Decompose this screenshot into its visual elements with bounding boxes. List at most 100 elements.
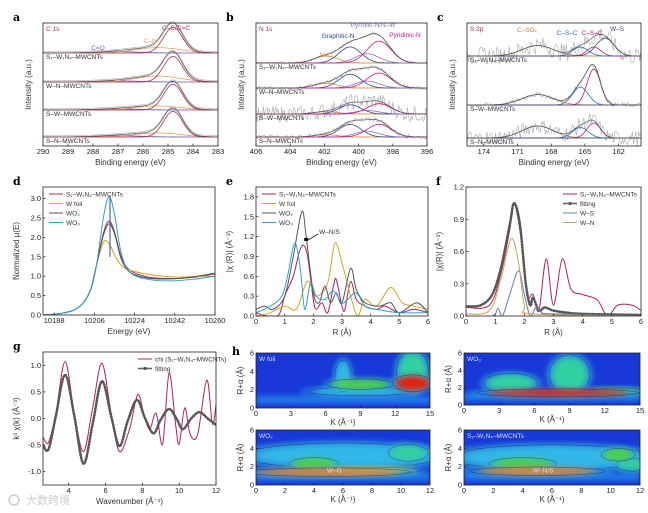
fit-marker <box>91 419 95 423</box>
fit-marker <box>508 221 512 225</box>
raw-spectrum <box>42 106 219 137</box>
y-tick-label: 3.0 <box>31 194 41 203</box>
fit-marker <box>509 218 512 222</box>
fit-marker <box>147 425 151 428</box>
x-tick-label: 2 <box>311 317 315 326</box>
fit-marker <box>107 403 111 407</box>
fit-marker <box>521 255 525 258</box>
fit-marker <box>51 431 54 434</box>
fit-marker <box>68 391 72 394</box>
fit-marker <box>71 409 75 412</box>
component-label: C–S–C <box>582 30 603 37</box>
fit-marker <box>53 419 57 422</box>
series-line <box>43 361 216 453</box>
fit-marker <box>102 383 106 386</box>
panel-f: S₁–W₁N₄–MWCNTs fitting W–S W–N 0 1 2 3 4 5 6 0.0 0.3… <box>435 175 643 337</box>
fit-marker <box>521 249 524 252</box>
sample-label: S–N–MWCNTs <box>46 138 90 145</box>
envelope-fit <box>42 107 219 138</box>
fit-marker <box>146 422 149 426</box>
fit-marker <box>534 303 538 306</box>
fit-marker <box>497 274 501 277</box>
fit-marker <box>122 435 125 438</box>
fit-marker <box>526 293 529 297</box>
fit-marker <box>523 270 526 273</box>
sample-label: S–W–MWCNTs <box>46 111 92 118</box>
x-tick-label: 4 <box>581 317 585 326</box>
raw-spectrum <box>466 113 642 147</box>
legend-label: WO₂ <box>66 211 80 218</box>
fit-marker <box>105 391 108 395</box>
fit-marker <box>498 271 502 275</box>
annotation-arrow <box>307 233 319 241</box>
panel-letter: g <box>13 340 21 353</box>
xps-trace: S–N–MWCNTs <box>42 106 219 145</box>
y-tick-label: 0 <box>458 481 462 490</box>
map-band <box>256 396 430 404</box>
y-axis-label: Normalized μ(E) <box>12 222 21 280</box>
component-label: Graphitic-N <box>322 33 355 40</box>
envelope-fit <box>466 63 641 106</box>
contour-line <box>256 467 413 477</box>
fit-marker <box>126 420 129 424</box>
fit-marker <box>496 280 499 283</box>
fit-marker <box>503 248 507 251</box>
x-tick-label: 288 <box>87 147 100 156</box>
panel-e: W–N/S S₁–W₁N₄–MWCNTs W foil WO₂ WO₃ 0 1 2 3 4 5 6 0.… <box>225 175 430 337</box>
fit-marker <box>140 408 144 412</box>
fit-marker <box>194 412 198 415</box>
raw-spectrum <box>255 93 428 123</box>
fit-marker <box>504 245 507 248</box>
x-tick-label: 4 <box>521 486 525 495</box>
y-tick-label: 2 <box>458 462 462 471</box>
fit-marker <box>473 305 477 308</box>
map-label: W foil <box>259 356 276 363</box>
series-line <box>466 270 641 316</box>
fit-marker <box>95 401 98 405</box>
envelope-fit <box>256 66 428 89</box>
fit-marker <box>145 419 148 423</box>
fit-marker <box>75 432 79 436</box>
contour-line <box>387 444 429 462</box>
fit-marker <box>510 209 514 213</box>
x-tick-label: 4 <box>312 486 316 495</box>
fit-marker <box>57 395 61 399</box>
fit-marker <box>124 426 128 429</box>
region-label: C 1s <box>46 26 60 33</box>
fit-marker <box>495 282 498 286</box>
fit-marker <box>50 433 54 437</box>
component-label: C–S–C <box>557 30 578 37</box>
fit-marker <box>129 412 132 415</box>
x-tick-label: 12 <box>391 409 399 418</box>
fit-marker <box>89 434 92 437</box>
fit-marker <box>202 413 206 416</box>
y-tick-label: 0 <box>250 481 254 490</box>
series-line <box>256 242 428 316</box>
envelope-fit <box>466 33 642 57</box>
x-tick-label: 10 <box>606 486 614 495</box>
xps-trace: S₁–W₁N₄–MWCNTs <box>255 32 428 71</box>
fit-marker <box>185 423 188 427</box>
fit-marker <box>502 253 506 257</box>
fit-marker <box>494 285 497 289</box>
bond-label: W–O <box>327 468 342 475</box>
panel-letter: h <box>232 345 240 358</box>
legend-label: WO₂ <box>279 211 293 218</box>
fit-marker <box>52 425 56 428</box>
map-hotspot <box>487 389 629 397</box>
fit-marker <box>88 440 91 443</box>
y-tick-label: 1.0 <box>31 361 41 370</box>
fit-marker <box>160 416 164 419</box>
x-axis-label: R (Å) <box>333 328 352 337</box>
fit-marker <box>506 233 510 236</box>
component-label: C–N <box>143 38 156 45</box>
fit-marker <box>505 236 509 239</box>
fit-marker <box>522 261 525 264</box>
fit-marker <box>115 438 118 442</box>
x-axis-label: K (Å⁻¹) <box>330 418 355 427</box>
y-tick-label: -0.5 <box>28 441 41 450</box>
fit-marker <box>522 264 526 267</box>
fit-marker <box>130 409 133 412</box>
component-label: C=O <box>91 45 105 52</box>
